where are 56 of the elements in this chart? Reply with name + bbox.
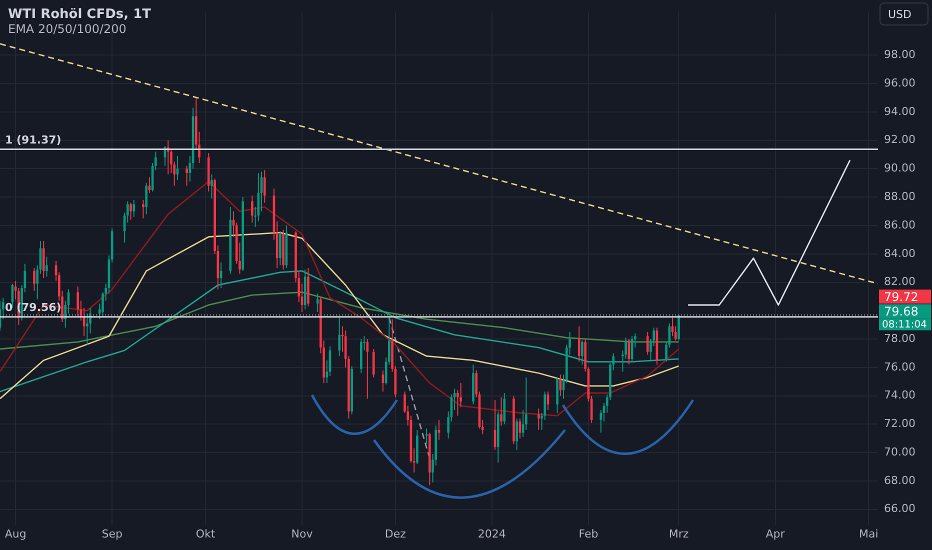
candlestick (578, 326, 580, 362)
candlestick (581, 340, 584, 366)
candlestick (176, 155, 179, 181)
candlestick (186, 165, 188, 186)
candlestick (132, 199, 136, 218)
y-tick-label: 98.00 (884, 48, 916, 62)
x-tick-label: Feb (578, 527, 598, 540)
candlestick (366, 338, 369, 400)
x-tick-label: 2024 (478, 527, 506, 540)
candlestick (42, 240, 45, 279)
y-tick-label: 74.00 (884, 388, 916, 402)
x-tick-label: Sep (102, 527, 122, 540)
y-tick-label: 76.00 (884, 360, 916, 374)
x-tick-label: Okt (196, 527, 216, 540)
y-tick-label: 96.00 (884, 76, 916, 90)
candlestick (142, 199, 144, 219)
chart-title: WTI Rohöl CFDs, 1T (8, 7, 152, 22)
candlestick (33, 268, 36, 292)
text: 08:11:04 (882, 320, 927, 331)
x-tick-label: Mrz (668, 527, 689, 540)
y-tick-label: 84.00 (884, 246, 916, 260)
ref-line-label: 1 (91.37) (5, 133, 62, 146)
x-tick-label: Aug (4, 527, 26, 540)
y-tick-label: 66.00 (884, 502, 916, 516)
y-tick-label: 86.00 (884, 218, 916, 232)
y-tick-label: 68.00 (884, 474, 916, 487)
candlestick (338, 317, 341, 357)
ref-line-label: 79.72 (884, 290, 918, 304)
candlestick (372, 348, 375, 378)
text: EMA 20/50/100/200 (8, 22, 126, 36)
x-tick-label: Nov (291, 527, 314, 540)
y-tick-label: 92.00 (884, 133, 916, 146)
candlestick (46, 256, 48, 278)
x-tick-label: Mai (859, 527, 878, 540)
candlestick (537, 408, 540, 430)
y-tick-label: 88.00 (884, 190, 916, 203)
candlestick (503, 392, 506, 425)
candlestick (516, 418, 518, 450)
candlestick (251, 195, 254, 224)
y-tick-label: 70.00 (884, 445, 916, 458)
y-tick-label: 78.00 (884, 332, 916, 345)
candlestick (210, 174, 213, 200)
candlestick (130, 202, 132, 220)
y-tick-label: 94.00 (884, 104, 916, 118)
x-tick-label: Apr (766, 527, 786, 540)
candlestick (646, 331, 649, 356)
candlestick (500, 396, 502, 426)
candlestick (145, 182, 148, 215)
text: USD (888, 8, 912, 21)
x-tick-label: Dez (384, 527, 406, 540)
ref-line-label: 79.68 (884, 304, 918, 319)
candlestick (263, 170, 266, 204)
y-tick-label: 82.00 (884, 275, 916, 288)
y-tick-label: 72.00 (884, 417, 916, 430)
candlestick (425, 428, 428, 445)
y-tick-label: 90.00 (884, 162, 916, 175)
